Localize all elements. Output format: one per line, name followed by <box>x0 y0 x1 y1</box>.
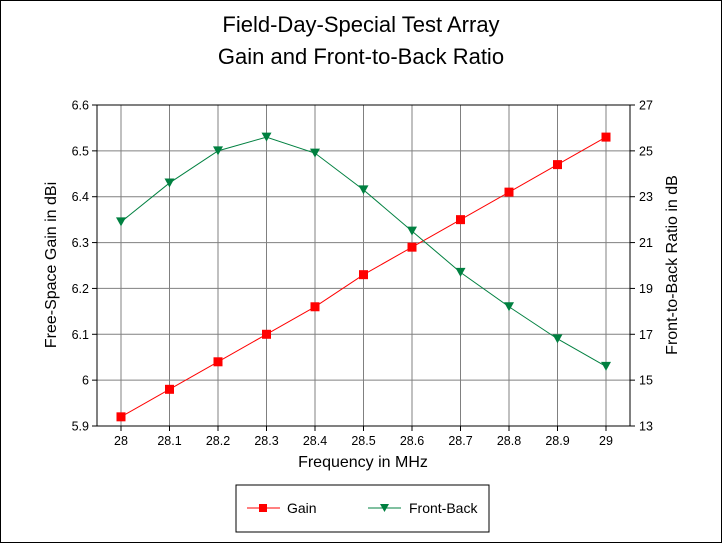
legend: Gain Front-Back <box>235 484 490 533</box>
y2-tick-label: 25 <box>639 144 653 158</box>
y-tick-label: 6.4 <box>72 190 89 204</box>
y-tick-label: 5.9 <box>72 420 89 434</box>
frontback-point <box>261 132 272 142</box>
legend-gain-label: Gain <box>287 500 317 516</box>
series-group <box>116 132 611 422</box>
frontback-point <box>504 302 514 312</box>
y2-tick-label: 13 <box>639 420 653 434</box>
tick-labels: 28 28.1 28.2 28.3 28.4 28.5 28.6 28.7 28.8 28.9 29… <box>72 99 653 449</box>
frontback-point <box>164 178 175 188</box>
y2-axis-label: Front-to-Back Ratio in dB <box>664 175 681 355</box>
grid-lines <box>97 104 630 427</box>
frontback-point <box>310 148 320 158</box>
frontback-point <box>213 146 223 156</box>
y-tick-label: 6.6 <box>72 99 89 113</box>
axes <box>92 104 635 431</box>
x-tick-label: 28.6 <box>400 434 424 448</box>
x-tick-label: 28.1 <box>157 434 181 448</box>
legend-gain-marker <box>259 504 267 512</box>
y2-tick-label: 23 <box>639 190 653 204</box>
gain-point <box>359 270 368 280</box>
gain-point <box>213 357 223 367</box>
x-tick-label: 28.5 <box>351 434 375 448</box>
frontback-point <box>455 267 466 277</box>
legend-frontback-label: Front-Back <box>409 500 478 516</box>
y2-tick-label: 21 <box>639 236 653 250</box>
x-tick-label: 28.3 <box>254 434 278 448</box>
gain-point <box>553 160 562 170</box>
y2-tick-label: 27 <box>639 99 653 113</box>
y2-tick-label: 15 <box>639 374 653 388</box>
gain-point <box>456 215 465 225</box>
gain-point <box>504 187 514 197</box>
x-tick-label: 28.2 <box>206 434 230 448</box>
gain-point <box>407 242 417 252</box>
x-axis-label: Frequency in MHz <box>298 454 428 471</box>
x-tick-label: 29 <box>599 434 613 448</box>
y-tick-label: 6.3 <box>72 236 89 250</box>
frontback-point <box>407 226 417 236</box>
y-tick-label: 6.2 <box>72 282 89 296</box>
x-tick-label: 28.8 <box>497 434 521 448</box>
legend-frontback-marker <box>380 504 389 512</box>
x-tick-label: 28.9 <box>545 434 569 448</box>
frontback-point <box>116 217 126 227</box>
frontback-point <box>601 361 611 371</box>
plot-border <box>96 104 631 427</box>
y-tick-label: 6.5 <box>72 144 89 158</box>
y-axis-label: Free-Space Gain in dBi <box>43 182 60 348</box>
frontback-point <box>552 334 563 344</box>
gain-point <box>310 302 320 312</box>
x-tick-label: 28 <box>114 434 128 448</box>
frontback-point <box>358 185 369 195</box>
chart-subtitle: Gain and Front-to-Back Ratio <box>218 44 504 69</box>
y2-tick-label: 17 <box>639 328 653 342</box>
y2-tick-label: 19 <box>639 282 653 296</box>
y-tick-label: 6 <box>82 374 89 388</box>
x-tick-label: 28.4 <box>303 434 327 448</box>
gain-point <box>116 412 126 422</box>
x-tick-label: 28.7 <box>448 434 472 448</box>
gain-point <box>262 329 271 339</box>
gain-point <box>165 384 174 394</box>
y-tick-label: 6.1 <box>72 328 89 342</box>
gain-point <box>601 132 611 142</box>
chart-title: Field-Day-Special Test Array <box>222 12 499 37</box>
